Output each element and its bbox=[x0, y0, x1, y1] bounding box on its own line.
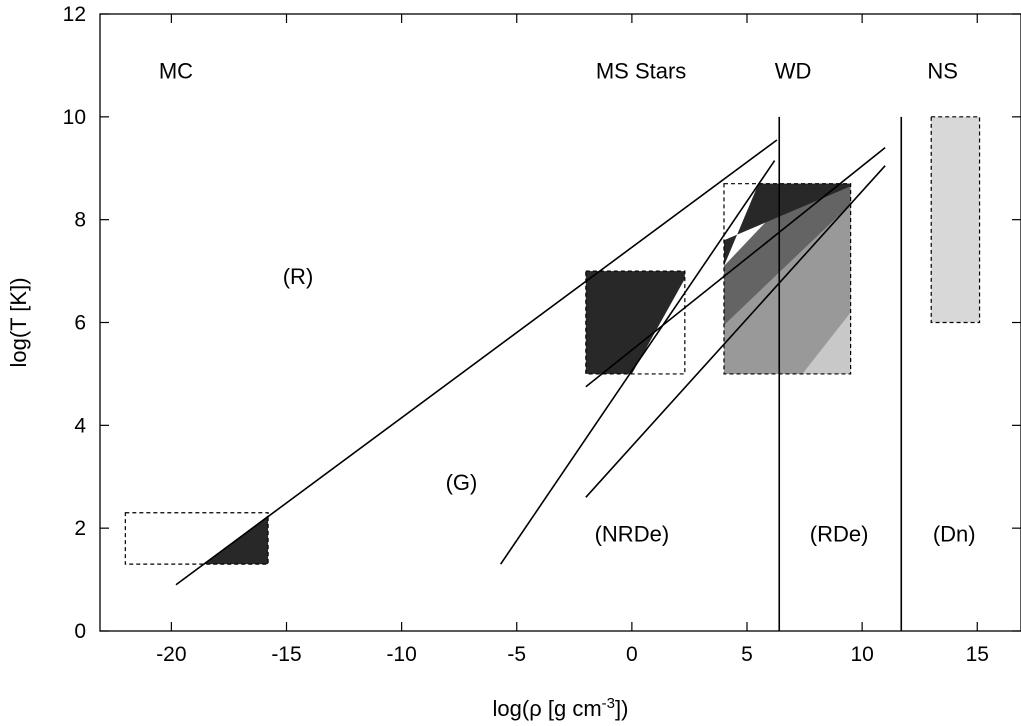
x-tick-label: 15 bbox=[966, 643, 989, 666]
chart-labels: MC MS Stars WD NS (R) (G) (NRDe) (RDe) (Dn) bbox=[159, 59, 976, 547]
region-label: WD bbox=[775, 59, 812, 84]
wd-pale bbox=[802, 312, 851, 374]
molecular-clouds-box bbox=[124, 512, 269, 565]
main-sequence-stars-box bbox=[585, 270, 686, 375]
x-axis-label-sup: -3 bbox=[602, 695, 615, 712]
x-axis-label-end: ]) bbox=[615, 696, 628, 721]
y-tick-label: 6 bbox=[74, 312, 86, 335]
region-label: (G) bbox=[446, 470, 478, 495]
region-label: MC bbox=[159, 59, 193, 84]
object-boxes bbox=[124, 116, 981, 565]
x-tick-label: 0 bbox=[626, 643, 638, 666]
wd-dark bbox=[723, 183, 851, 266]
boundary-lines bbox=[175, 116, 903, 631]
wd-light bbox=[723, 204, 851, 374]
region-label: (R) bbox=[283, 264, 314, 289]
y-tick-label: 8 bbox=[74, 209, 86, 232]
ns-fill bbox=[931, 116, 980, 323]
y-tick-label: 4 bbox=[74, 414, 86, 437]
x-axis-label-main: log(ρ [g cm bbox=[493, 696, 602, 721]
x-tick-label: -15 bbox=[271, 643, 301, 666]
degenerate-boundary-1 bbox=[585, 165, 886, 498]
x-axis-label: log(ρ [g cm-3]) bbox=[493, 695, 629, 722]
x-tick-label: 10 bbox=[850, 643, 873, 666]
x-tick-label: -20 bbox=[156, 643, 186, 666]
y-tick-label: 0 bbox=[74, 620, 86, 643]
region-label: MS Stars bbox=[596, 59, 686, 84]
gas-degenerate-boundary bbox=[499, 160, 776, 565]
x-tick-label: 5 bbox=[741, 643, 753, 666]
region-label: NS bbox=[927, 59, 958, 84]
neutron-stars-box bbox=[930, 116, 981, 324]
axis-ticks: -20 -15 -10 -5 0 5 10 15 0 2 4 6 8 10 12 bbox=[63, 3, 1021, 666]
radiation-gas-boundary bbox=[175, 139, 778, 586]
degenerate-boundary-2 bbox=[585, 147, 886, 388]
y-tick-label: 2 bbox=[74, 517, 86, 540]
white-dwarfs-box bbox=[723, 183, 852, 375]
region-label: (Dn) bbox=[933, 521, 976, 546]
y-axis-label: log(T [K]) bbox=[6, 277, 31, 367]
x-tick-label: -5 bbox=[507, 643, 526, 666]
region-label: (RDe) bbox=[810, 521, 869, 546]
x-tick-label: -10 bbox=[386, 643, 416, 666]
y-tick-label: 12 bbox=[63, 3, 86, 26]
region-fills bbox=[203, 116, 980, 565]
region-label: (NRDe) bbox=[595, 521, 670, 546]
y-tick-label: 10 bbox=[63, 106, 86, 129]
ms-fill bbox=[585, 271, 685, 374]
